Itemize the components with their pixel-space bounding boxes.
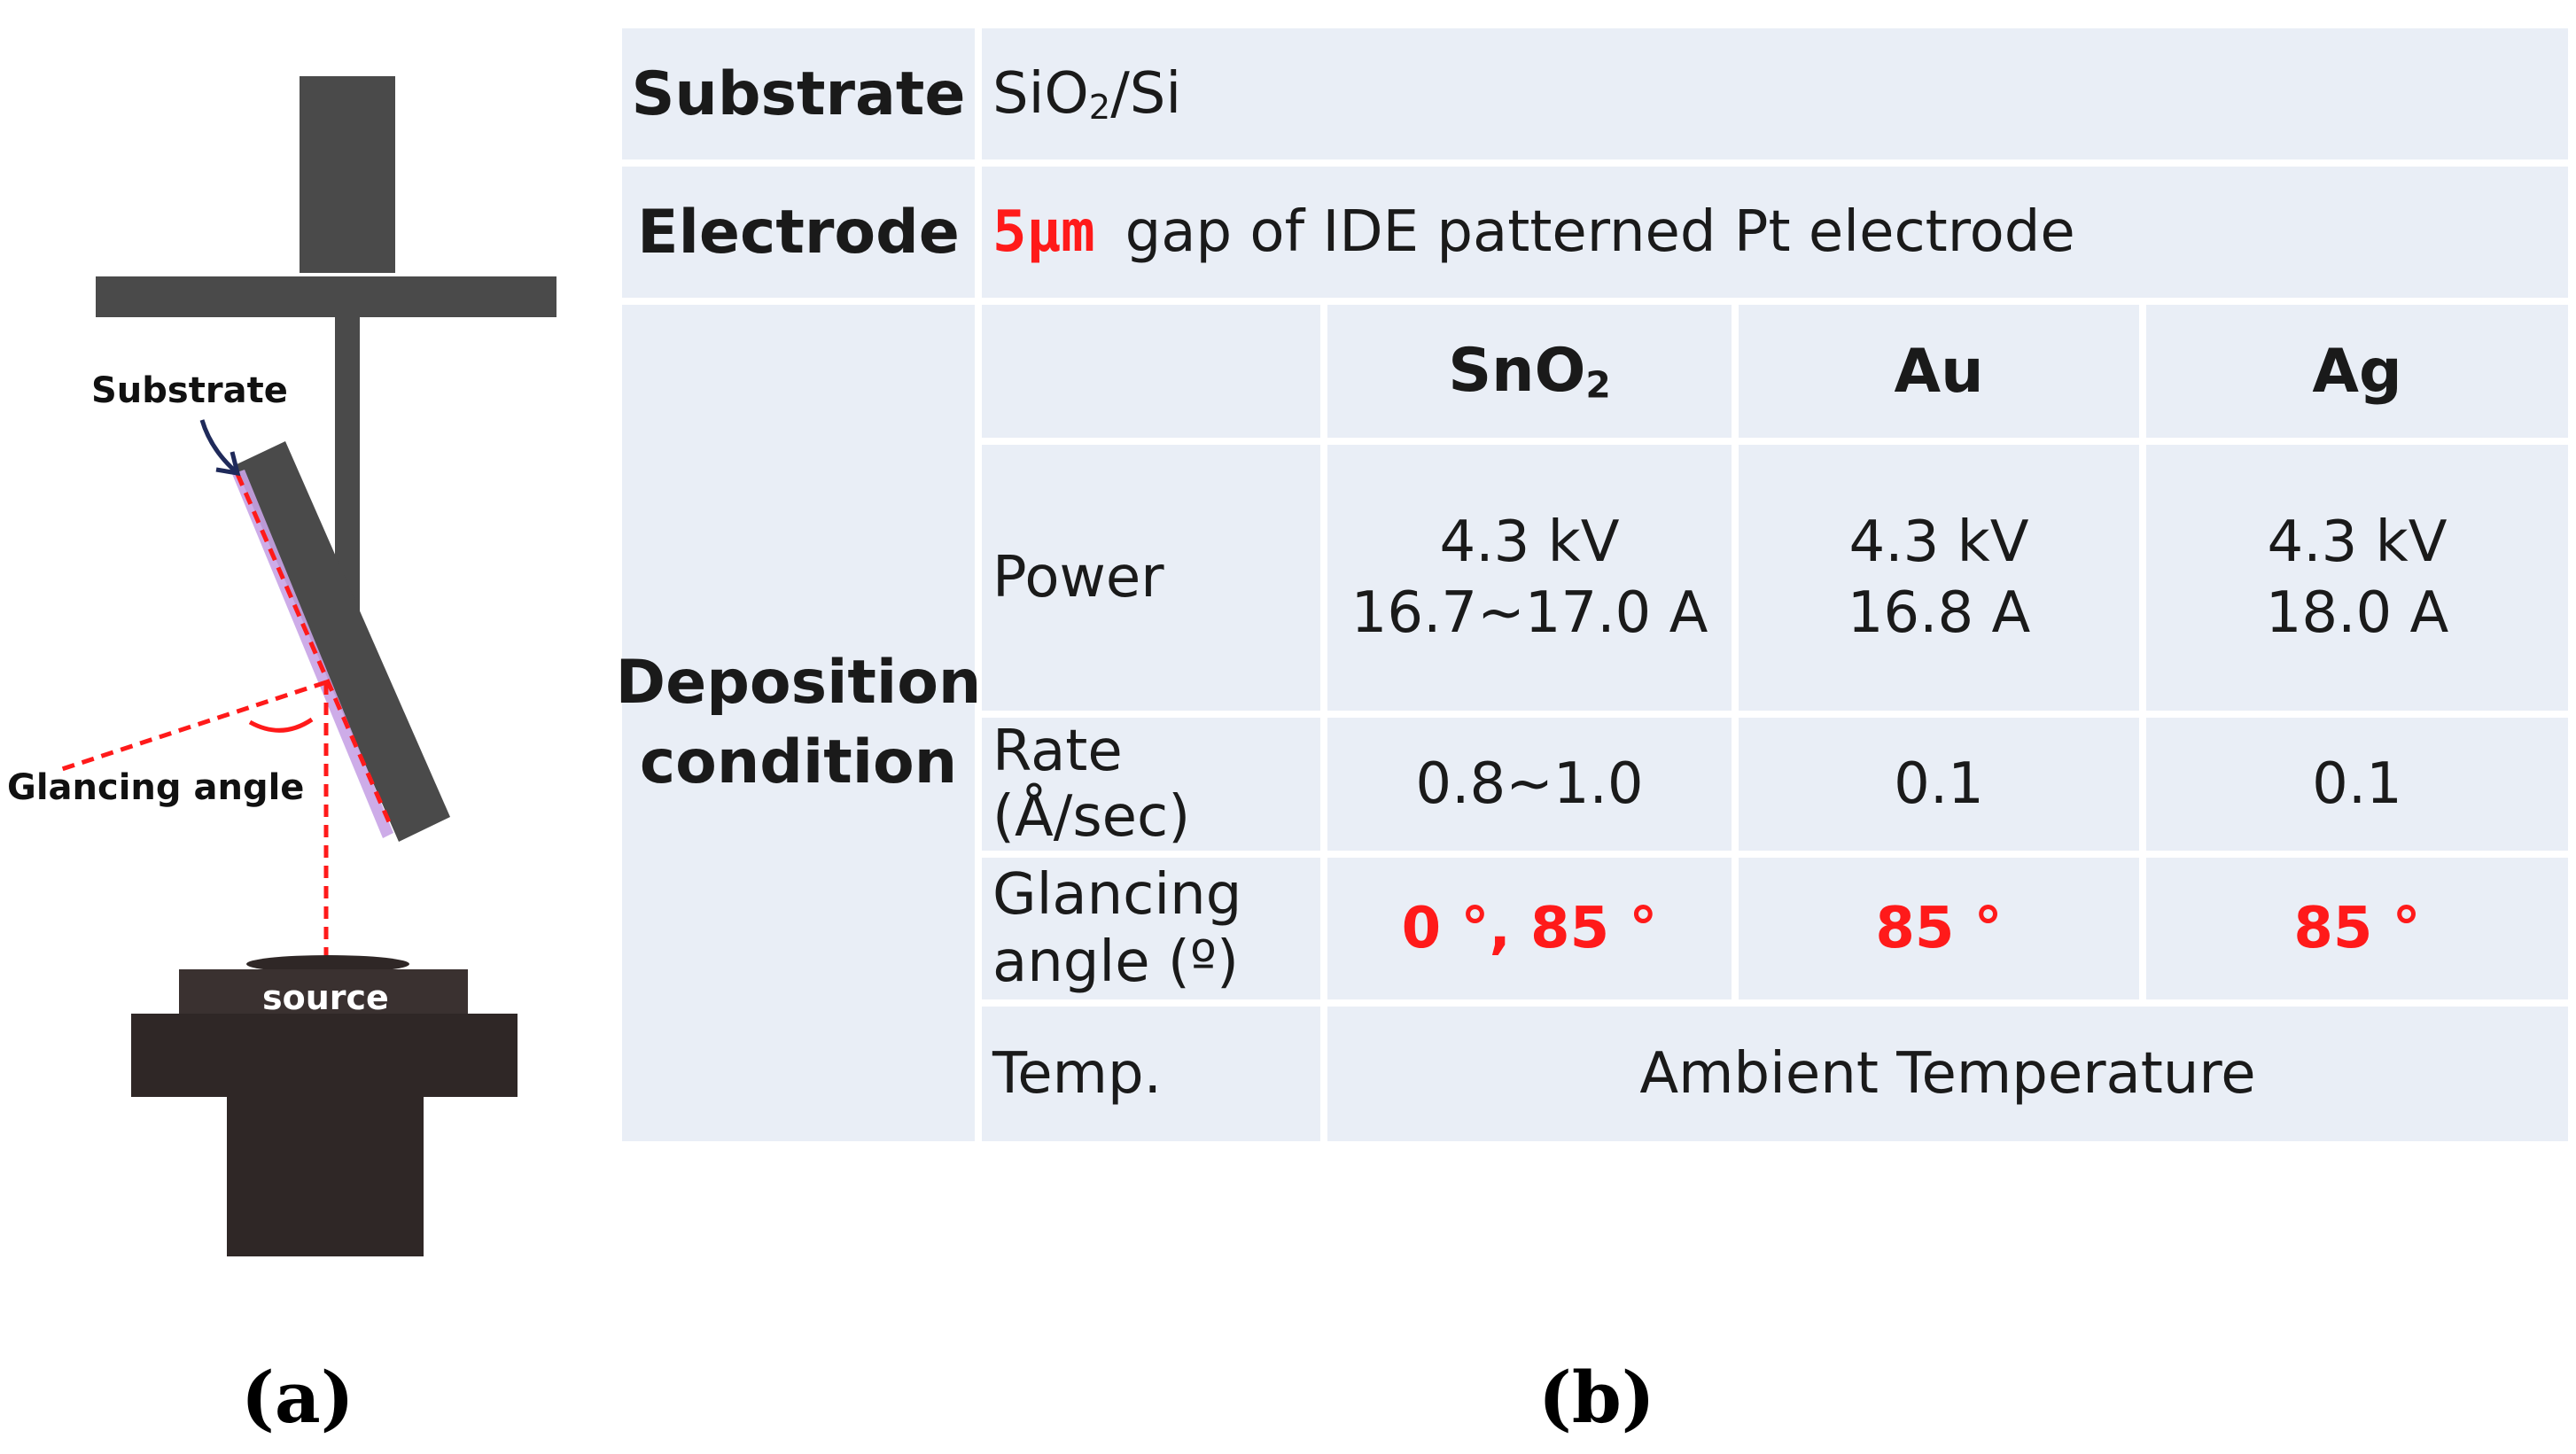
- glancing-label-line1: Glancing: [992, 862, 1242, 928]
- rate-ag-cell: 0.1: [2146, 718, 2568, 851]
- temp-label: Temp.: [992, 1041, 1162, 1107]
- caption-b: (b): [1538, 1356, 1655, 1439]
- substrate-arrow: [199, 419, 239, 475]
- glancing-ag: 85 °: [2293, 896, 2421, 961]
- substrate-header: Substrate: [631, 58, 966, 129]
- material-sno2-cell: SnO2: [1327, 305, 1732, 438]
- glancing-label-line2: angle (º): [992, 929, 1239, 995]
- material-au-cell: Au: [1739, 305, 2139, 438]
- power-label-cell: Power: [982, 445, 1320, 711]
- substrate-header-cell: Substrate: [622, 28, 975, 159]
- source-label: source: [262, 978, 389, 1017]
- glancing-au-cell: 85 °: [1739, 858, 2139, 999]
- power-label: Power: [992, 545, 1164, 610]
- deposition-conditions-table: Substrate SiO2/Si Electrode 5µm gap of I…: [616, 28, 2568, 1141]
- power-ag-cell: 4.3 kV 18.0 A: [2146, 445, 2568, 711]
- rate-label-cell: Rate (Å/sec): [982, 718, 1320, 851]
- source-material: [246, 955, 409, 973]
- deposition-header-line2: condition: [639, 727, 958, 797]
- temp-value-cell: Ambient Temperature: [1327, 1007, 2568, 1141]
- power-sno2-voltage: 4.3 kV: [1439, 509, 1620, 575]
- rate-au-cell: 0.1: [1739, 718, 2139, 851]
- material-au: Au: [1894, 336, 1984, 407]
- temp-value: Ambient Temperature: [1639, 1041, 2256, 1107]
- glancing-angle-label: Glancing angle: [7, 767, 305, 808]
- temp-label-cell: Temp.: [982, 1007, 1320, 1141]
- power-ag-voltage: 4.3 kV: [2267, 509, 2448, 575]
- power-au-current: 16.8 A: [1847, 580, 2031, 646]
- caption-a: (a): [241, 1356, 354, 1439]
- substrate-value-cell: SiO2/Si: [982, 28, 2568, 159]
- electrode-value: gap of IDE patterned Pt electrode: [1125, 199, 2075, 265]
- mount-crossbar: [96, 276, 556, 317]
- deposition-setup-diagram: Substrate Glancing angle source: [0, 0, 603, 1329]
- material-sno2: SnO2: [1448, 336, 1611, 407]
- source-pedestal: [227, 1097, 424, 1256]
- rate-sno2: 0.8~1.0: [1415, 751, 1644, 817]
- deposition-header-line1: Deposition: [615, 648, 982, 718]
- electrode-gap: 5µm: [992, 199, 1095, 265]
- substrate-label: Substrate: [91, 370, 288, 411]
- substrate-value: SiO2/Si: [992, 60, 1182, 128]
- material-ag: Ag: [2312, 336, 2402, 407]
- blank-corner-cell: [982, 305, 1320, 438]
- power-au-voltage: 4.3 kV: [1848, 509, 2029, 575]
- substrate-plate: [235, 441, 450, 842]
- power-au-cell: 4.3 kV 16.8 A: [1739, 445, 2139, 711]
- source-crucible: [179, 969, 468, 1014]
- rate-ag: 0.1: [2312, 751, 2402, 817]
- material-ag-cell: Ag: [2146, 305, 2568, 438]
- glancing-ag-cell: 85 °: [2146, 858, 2568, 999]
- glancing-label-cell: Glancing angle (º): [982, 858, 1320, 999]
- electrode-header: Electrode: [637, 197, 960, 268]
- source-base: [131, 1014, 518, 1097]
- rate-sno2-cell: 0.8~1.0: [1327, 718, 1732, 851]
- rate-label: Rate (Å/sec): [992, 719, 1191, 850]
- electrode-value-cell: 5µm gap of IDE patterned Pt electrode: [982, 167, 2568, 298]
- glancing-angle-arc: [248, 717, 314, 733]
- glancing-sno2: 0 °, 85 °: [1401, 896, 1658, 961]
- setup-svg: [61, 76, 556, 1256]
- power-sno2-current: 16.7~17.0 A: [1350, 580, 1708, 646]
- rate-au: 0.1: [1894, 751, 1984, 817]
- glancing-sno2-cell: 0 °, 85 °: [1327, 858, 1732, 999]
- power-ag-current: 18.0 A: [2265, 580, 2449, 646]
- power-sno2-cell: 4.3 kV 16.7~17.0 A: [1327, 445, 1732, 711]
- deposition-header-cell: Deposition condition: [616, 305, 981, 1141]
- glancing-au: 85 °: [1875, 896, 2003, 961]
- substrate-film: [232, 470, 393, 838]
- electrode-header-cell: Electrode: [622, 167, 975, 298]
- substrate-normal-line: [235, 473, 393, 825]
- glancing-reference-line: [61, 680, 327, 772]
- mount-top-post: [300, 76, 395, 273]
- substrate-arrowhead: [215, 451, 241, 477]
